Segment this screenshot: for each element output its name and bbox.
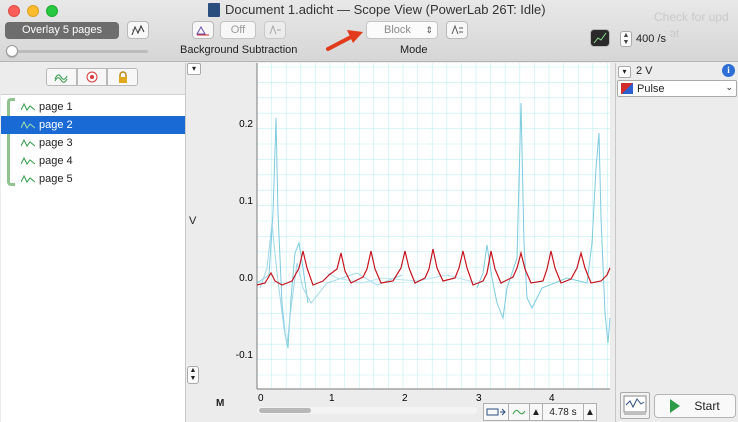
waveform-icon (21, 102, 35, 111)
lock-icon (118, 71, 127, 83)
document-icon (208, 2, 220, 17)
waveform-icon (21, 174, 35, 183)
sample-rate-stepper[interactable]: ▲ ▼ (620, 31, 632, 47)
y-scale-stepper[interactable]: ▲ ▼ (187, 366, 199, 384)
page-item-4[interactable]: page 4 (1, 152, 185, 170)
x-tick-label: 4 (549, 393, 555, 403)
y-axis-unit: V (189, 215, 197, 227)
bg-subtraction-label: Background Subtraction (180, 44, 298, 56)
time-fit-icon (486, 408, 506, 416)
x-axis-band (257, 389, 610, 403)
wave-overlay-icon (54, 74, 68, 83)
page-item-1[interactable]: page 1 (1, 98, 185, 116)
page-list: page 1 page 2 page 3 page 4 page 5 (1, 94, 185, 422)
close-window-button[interactable] (8, 5, 20, 17)
scope-plot[interactable]: 0.2 0.1 0.0 -0.1 0 1 2 3 4 (187, 63, 615, 403)
updown-chevron-icon: ⇕ (425, 25, 433, 35)
channel-panel: ▾ 2 V i Pulse ⌄ Start (615, 63, 738, 422)
channel-color-swatch (621, 83, 633, 94)
minimize-window-button[interactable] (27, 5, 39, 17)
sidebar-toolbar (46, 68, 139, 86)
mode-select[interactable]: Block ⇕ (366, 21, 438, 39)
page-sidebar: page 1 page 2 page 3 page 4 page 5 (0, 63, 186, 422)
marker-icon[interactable]: M (216, 398, 225, 409)
recorder-icon (623, 395, 647, 415)
bg-settings-icon (269, 24, 281, 35)
overlay-trace-page-4 (476, 102, 611, 344)
overlay-slider-thumb[interactable] (6, 45, 18, 57)
overlay-trace-page-5 (326, 272, 478, 284)
bg-subtraction-settings-button[interactable] (264, 21, 286, 39)
bg-subtraction-icon (196, 25, 209, 36)
time-scrollbar[interactable] (257, 407, 477, 414)
view-settings-button[interactable] (590, 29, 610, 47)
range-menu-button[interactable]: ▾ (618, 66, 631, 78)
scope-plot-area: ▾ V ▲ ▼ 0.2 0.1 0.0 -0.1 0 1 2 3 4 M (187, 63, 615, 422)
time-fit-button[interactable] (483, 403, 509, 421)
x-tick-labels: 0 1 2 3 4 (258, 393, 555, 403)
channel-range: 2 V (636, 65, 653, 77)
wave-overlay-icon (512, 409, 526, 415)
update-banner-subtext: at (670, 28, 680, 40)
overlay-pages-button[interactable]: Overlay 5 pages (5, 22, 119, 39)
time-controls: ▲ 4.78 s ▲ (483, 403, 597, 421)
overlay-slider-track[interactable] (8, 50, 148, 53)
overlay-settings-button[interactable] (127, 21, 149, 39)
trace-group (256, 102, 611, 349)
time-window-value: 4.78 s (542, 403, 584, 421)
time-expand-button[interactable]: ▲ (583, 403, 597, 421)
page-lock-button[interactable] (107, 68, 139, 86)
y-tick-label: 0.2 (239, 119, 253, 130)
mode-label: Mode (400, 44, 428, 56)
annotation-arrow-icon (326, 30, 363, 51)
y-tick-label: 0.0 (239, 273, 253, 284)
bg-subtraction-button[interactable] (192, 21, 214, 39)
sample-rate-label: 400 /s (636, 33, 666, 45)
y-tick-label: 0.1 (239, 196, 253, 207)
update-banner-text: Check for upd (654, 10, 729, 24)
channel-select[interactable]: Pulse ⌄ (617, 80, 737, 97)
time-scrollbar-thumb[interactable] (259, 408, 311, 413)
chevron-down-icon: ⌄ (725, 82, 733, 92)
overlay-group-bracket (7, 98, 15, 186)
plot-background (257, 63, 610, 389)
zoom-window-button[interactable] (46, 5, 58, 17)
y-tick-labels: 0.2 0.1 0.0 -0.1 (236, 119, 254, 361)
plot-menu-button[interactable]: ▾ (187, 63, 201, 75)
page-item-2[interactable]: page 2 (1, 116, 185, 134)
page-item-3[interactable]: page 3 (1, 134, 185, 152)
time-compress-button[interactable]: ▲ (529, 403, 543, 421)
bg-subtraction-toggle[interactable]: Off (220, 21, 256, 39)
page-item-5[interactable]: page 5 (1, 170, 185, 188)
target-icon (86, 71, 98, 83)
mode-settings-button[interactable] (446, 21, 468, 39)
scope-view-icon (593, 32, 607, 44)
x-tick-label: 2 (402, 393, 408, 403)
play-icon (670, 399, 681, 413)
info-icon[interactable]: i (722, 64, 735, 77)
page-wave-button[interactable] (46, 68, 77, 86)
waveform-icon (21, 138, 35, 147)
time-overlay-button[interactable] (508, 403, 530, 421)
mode-settings-icon (451, 24, 463, 35)
overlay-settings-icon (131, 24, 145, 36)
y-tick-label: -0.1 (236, 350, 254, 361)
recording-settings-button[interactable] (620, 392, 650, 419)
waveform-icon (21, 156, 35, 165)
page-target-button[interactable] (76, 68, 108, 86)
start-button[interactable]: Start (654, 394, 736, 418)
x-tick-label: 0 (258, 393, 264, 403)
x-tick-label: 3 (476, 393, 482, 403)
overlay-trace-page-3 (259, 222, 403, 346)
title-toolbar: Document 1.adicht — Scope View (PowerLab… (0, 0, 738, 62)
x-tick-label: 1 (329, 393, 335, 403)
window-title: Document 1.adicht — Scope View (PowerLab… (208, 2, 546, 17)
active-trace-page-2 (256, 248, 611, 286)
waveform-icon (21, 120, 35, 129)
